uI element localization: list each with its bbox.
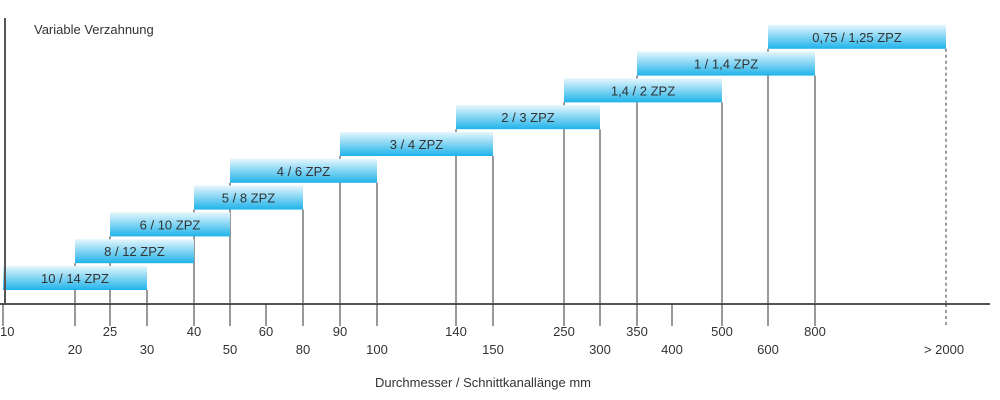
bar	[3, 266, 147, 290]
x-tick-label: 20	[68, 342, 82, 357]
x-tick-label: 25	[103, 324, 117, 339]
x-tick-label: 150	[482, 342, 504, 357]
chart-title: Variable Verzahnung	[34, 22, 154, 37]
x-tick-label: 600	[757, 342, 779, 357]
x-tick-label: 500	[711, 324, 733, 339]
bar-label: 4 / 6 ZPZ	[277, 164, 331, 179]
x-tick-label: 60	[259, 324, 273, 339]
bar-label: 5 / 8 ZPZ	[222, 191, 276, 206]
bar	[110, 212, 230, 237]
bar-label: 1 / 1,4 ZPZ	[694, 57, 758, 72]
x-tick-label: 80	[296, 342, 310, 357]
x-ticks: 10 20 25 30 40 50 60 80 90 100 140 150 250 300 350 400 5…	[0, 304, 964, 357]
guide-lines	[74, 48, 947, 304]
bar-label: 2 / 3 ZPZ	[501, 110, 555, 125]
bar-label: 3 / 4 ZPZ	[390, 137, 444, 152]
bar	[75, 239, 194, 264]
x-tick-label: 300	[589, 342, 611, 357]
x-tick-label: 40	[187, 324, 201, 339]
bar	[564, 78, 722, 103]
x-tick-label: 30	[140, 342, 154, 357]
bars: 10 / 14 ZPZ 8 / 12 ZPZ 6 / 10 ZPZ 5 / 8 ZPZ…	[3, 24, 946, 290]
bar-label: 6 / 10 ZPZ	[140, 217, 201, 232]
x-tick-label: 100	[366, 342, 388, 357]
x-tick-label: 10	[0, 324, 14, 339]
x-tick-label: 90	[333, 324, 347, 339]
x-tick-label: 800	[804, 324, 826, 339]
x-tick-label: 50	[223, 342, 237, 357]
bar	[230, 158, 377, 183]
x-tick-label: 250	[553, 324, 575, 339]
bar-label: 8 / 12 ZPZ	[104, 244, 165, 259]
bar	[637, 51, 815, 76]
x-tick-label: 350	[626, 324, 648, 339]
bar	[768, 24, 946, 49]
bar-label: 10 / 14 ZPZ	[41, 271, 109, 286]
bar	[456, 105, 600, 130]
x-axis-label: Durchmesser / Schnittkanallänge mm	[375, 375, 591, 390]
x-tick-label: 140	[445, 324, 467, 339]
bar-label: 1,4 / 2 ZPZ	[611, 83, 675, 98]
bar-label: 0,75 / 1,25 ZPZ	[812, 30, 902, 45]
bar	[340, 132, 493, 156]
bar	[194, 185, 303, 210]
x-tick-label: 400	[661, 342, 683, 357]
x-tick-label: > 2000	[924, 342, 964, 357]
